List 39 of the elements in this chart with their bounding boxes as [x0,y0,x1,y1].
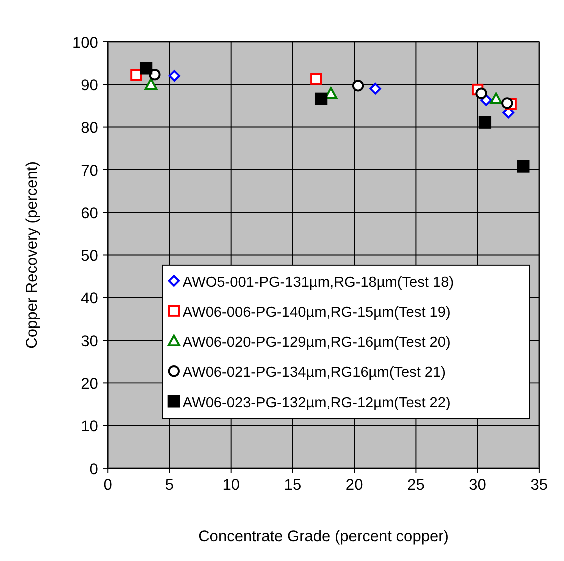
x-tick-label: 0 [104,476,113,494]
y-tick-label: 50 [81,248,99,266]
legend-label: AWO5-001-PG-131µm,RG-18µm(Test 18) [182,274,454,291]
x-axis-title: Concentrate Grade (percent copper) [198,528,449,546]
y-tick-label: 20 [81,376,99,394]
point [310,73,322,85]
y-tick-label: 0 [90,461,99,478]
legend-label: AW06-020-PG-129µm,RG-16µm(Test 20) [182,335,451,352]
y-tick-label: 10 [81,418,99,436]
legend-label: AW06-006-PG-140µm,RG-15µm(Test 19) [182,304,451,321]
point [502,98,514,110]
point [144,78,158,90]
x-tick-label: 5 [165,476,174,494]
legend-label: AW06-023-PG-132µm,RG-12µm(Test 22) [182,395,451,412]
x-tick-label: 10 [222,476,240,494]
y-tick-label: 30 [81,333,99,350]
y-tick-label: 90 [81,77,99,94]
legend-label: AW06-021-PG-134µm,RG16µm(Test 21) [182,365,446,382]
x-tick-label: 20 [346,476,364,494]
y-tick-label: 40 [81,290,99,308]
point [517,160,530,173]
x-tick-label: 15 [284,476,302,494]
x-tick-label: 35 [530,476,548,494]
y-tick-label: 70 [81,162,99,180]
point [478,116,492,129]
x-tick-label: 25 [408,476,425,494]
point [130,69,142,82]
point [140,62,153,75]
point [352,80,364,92]
y-tick-label: 80 [81,120,99,138]
y-axis-title: Copper Recovery (percent) [24,162,42,349]
point [370,83,382,95]
point [314,92,328,106]
y-tick-label: 100 [72,34,99,52]
y-tick-label: 60 [81,205,99,222]
point [168,70,180,82]
x-tick-label: 30 [469,476,487,494]
point [490,92,503,104]
point [476,88,488,100]
